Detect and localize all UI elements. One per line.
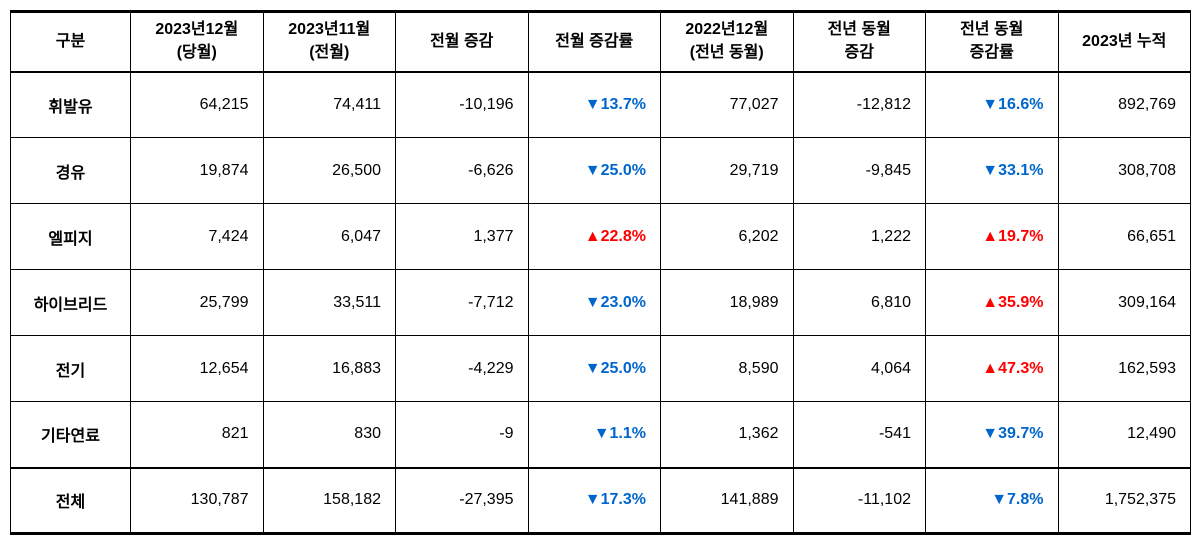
- rate-cell: ▼16.6%: [926, 72, 1059, 138]
- table-row: 기타연료821830-9▼1.1%1,362-541▼39.7%12,490: [11, 402, 1191, 468]
- rate-cell: ▲19.7%: [926, 204, 1059, 270]
- cell-ytd: 308,708: [1058, 138, 1191, 204]
- table-row: 경유19,87426,500-6,626▼25.0%29,719-9,845▼3…: [11, 138, 1191, 204]
- row-label: 휘발유: [11, 72, 131, 138]
- cell-yoy-diff: 6,810: [793, 270, 926, 336]
- cell-prev-year: 77,027: [661, 72, 794, 138]
- fuel-stats-table: 구분 2023년12월(당월) 2023년11월(전월) 전월 증감 전월 증감…: [10, 10, 1191, 535]
- cell-prev-year: 18,989: [661, 270, 794, 336]
- cell-mom-diff: -7,712: [396, 270, 529, 336]
- cell-prev-month: 26,500: [263, 138, 396, 204]
- table-row: 전체130,787158,182-27,395▼17.3%141,889-11,…: [11, 468, 1191, 534]
- col-header-current-month: 2023년12월(당월): [131, 12, 264, 72]
- cell-ytd: 66,651: [1058, 204, 1191, 270]
- table-row: 전기12,65416,883-4,229▼25.0%8,5904,064▲47.…: [11, 336, 1191, 402]
- cell-prev-year: 6,202: [661, 204, 794, 270]
- table-row: 하이브리드25,79933,511-7,712▼23.0%18,9896,810…: [11, 270, 1191, 336]
- cell-prev-month: 6,047: [263, 204, 396, 270]
- cell-prev-year: 1,362: [661, 402, 794, 468]
- table-row: 휘발유64,21574,411-10,196▼13.7%77,027-12,81…: [11, 72, 1191, 138]
- rate-cell: ▼25.0%: [528, 336, 661, 402]
- row-label: 전기: [11, 336, 131, 402]
- rate-cell: ▼23.0%: [528, 270, 661, 336]
- rate-cell: ▼25.0%: [528, 138, 661, 204]
- rate-cell: ▼33.1%: [926, 138, 1059, 204]
- col-header-mom-rate: 전월 증감률: [528, 12, 661, 72]
- row-label: 엘피지: [11, 204, 131, 270]
- cell-current: 7,424: [131, 204, 264, 270]
- row-label: 하이브리드: [11, 270, 131, 336]
- rate-cell: ▼39.7%: [926, 402, 1059, 468]
- col-header-mom-diff: 전월 증감: [396, 12, 529, 72]
- rate-cell: ▼17.3%: [528, 468, 661, 534]
- cell-mom-diff: -9: [396, 402, 529, 468]
- cell-prev-month: 74,411: [263, 72, 396, 138]
- cell-ytd: 162,593: [1058, 336, 1191, 402]
- rate-cell: ▲47.3%: [926, 336, 1059, 402]
- table-row: 엘피지7,4246,0471,377▲22.8%6,2021,222▲19.7%…: [11, 204, 1191, 270]
- rate-cell: ▼1.1%: [528, 402, 661, 468]
- cell-yoy-diff: 1,222: [793, 204, 926, 270]
- cell-current: 821: [131, 402, 264, 468]
- cell-yoy-diff: -12,812: [793, 72, 926, 138]
- cell-mom-diff: -10,196: [396, 72, 529, 138]
- cell-yoy-diff: -9,845: [793, 138, 926, 204]
- rate-cell: ▲22.8%: [528, 204, 661, 270]
- cell-yoy-diff: -11,102: [793, 468, 926, 534]
- cell-current: 19,874: [131, 138, 264, 204]
- col-header-yoy-rate: 전년 동월증감률: [926, 12, 1059, 72]
- rate-cell: ▼7.8%: [926, 468, 1059, 534]
- row-label: 기타연료: [11, 402, 131, 468]
- cell-prev-month: 158,182: [263, 468, 396, 534]
- cell-mom-diff: -27,395: [396, 468, 529, 534]
- cell-yoy-diff: 4,064: [793, 336, 926, 402]
- cell-mom-diff: -4,229: [396, 336, 529, 402]
- col-header-prev-month: 2023년11월(전월): [263, 12, 396, 72]
- col-header-ytd: 2023년 누적: [1058, 12, 1191, 72]
- cell-mom-diff: 1,377: [396, 204, 529, 270]
- col-header-category: 구분: [11, 12, 131, 72]
- cell-current: 12,654: [131, 336, 264, 402]
- cell-prev-year: 29,719: [661, 138, 794, 204]
- cell-prev-month: 16,883: [263, 336, 396, 402]
- row-label: 전체: [11, 468, 131, 534]
- cell-prev-year: 141,889: [661, 468, 794, 534]
- cell-prev-year: 8,590: [661, 336, 794, 402]
- cell-mom-diff: -6,626: [396, 138, 529, 204]
- header-row: 구분 2023년12월(당월) 2023년11월(전월) 전월 증감 전월 증감…: [11, 12, 1191, 72]
- cell-prev-month: 830: [263, 402, 396, 468]
- cell-current: 64,215: [131, 72, 264, 138]
- rate-cell: ▲35.9%: [926, 270, 1059, 336]
- table-body: 휘발유64,21574,411-10,196▼13.7%77,027-12,81…: [11, 72, 1191, 534]
- cell-ytd: 309,164: [1058, 270, 1191, 336]
- col-header-prev-year-month: 2022년12월(전년 동월): [661, 12, 794, 72]
- cell-ytd: 892,769: [1058, 72, 1191, 138]
- row-label: 경유: [11, 138, 131, 204]
- cell-current: 25,799: [131, 270, 264, 336]
- cell-current: 130,787: [131, 468, 264, 534]
- cell-yoy-diff: -541: [793, 402, 926, 468]
- cell-prev-month: 33,511: [263, 270, 396, 336]
- rate-cell: ▼13.7%: [528, 72, 661, 138]
- cell-ytd: 12,490: [1058, 402, 1191, 468]
- cell-ytd: 1,752,375: [1058, 468, 1191, 534]
- col-header-yoy-diff: 전년 동월증감: [793, 12, 926, 72]
